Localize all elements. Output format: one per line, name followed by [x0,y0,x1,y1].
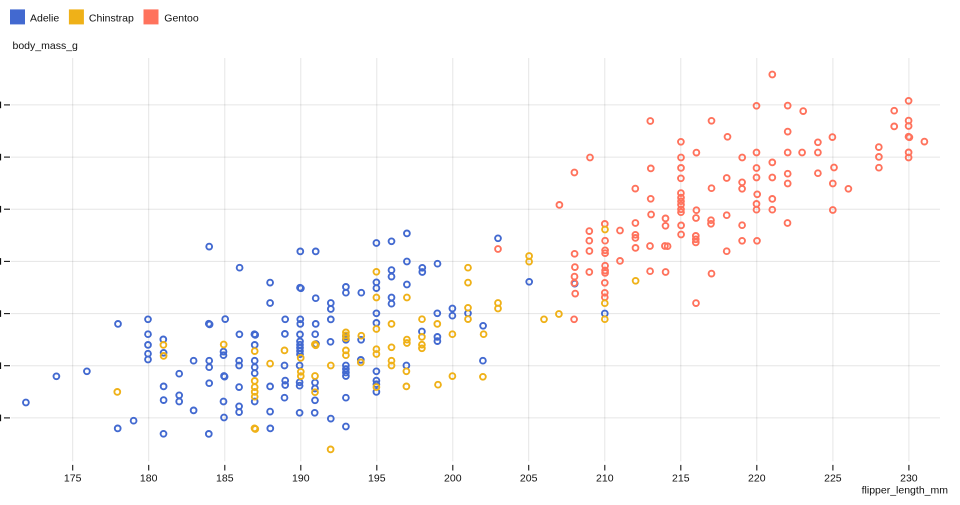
svg-text:175: 175 [64,473,82,485]
svg-text:Chinstrap: Chinstrap [89,13,134,25]
svg-text:220: 220 [748,473,766,485]
svg-text:210: 210 [596,473,614,485]
svg-text:205: 205 [520,473,538,485]
svg-text:215: 215 [672,473,690,485]
svg-text:230: 230 [900,473,918,485]
svg-text:body_mass_g: body_mass_g [13,40,79,52]
svg-text:185: 185 [216,473,234,485]
svg-text:Gentoo: Gentoo [164,13,199,25]
svg-text:200: 200 [444,473,462,485]
svg-text:225: 225 [824,473,842,485]
svg-text:190: 190 [292,473,310,485]
svg-text:flipper_length_mm: flipper_length_mm [862,485,949,497]
svg-text:Adelie: Adelie [30,13,59,25]
svg-text:195: 195 [368,473,386,485]
svg-text:180: 180 [140,473,158,485]
